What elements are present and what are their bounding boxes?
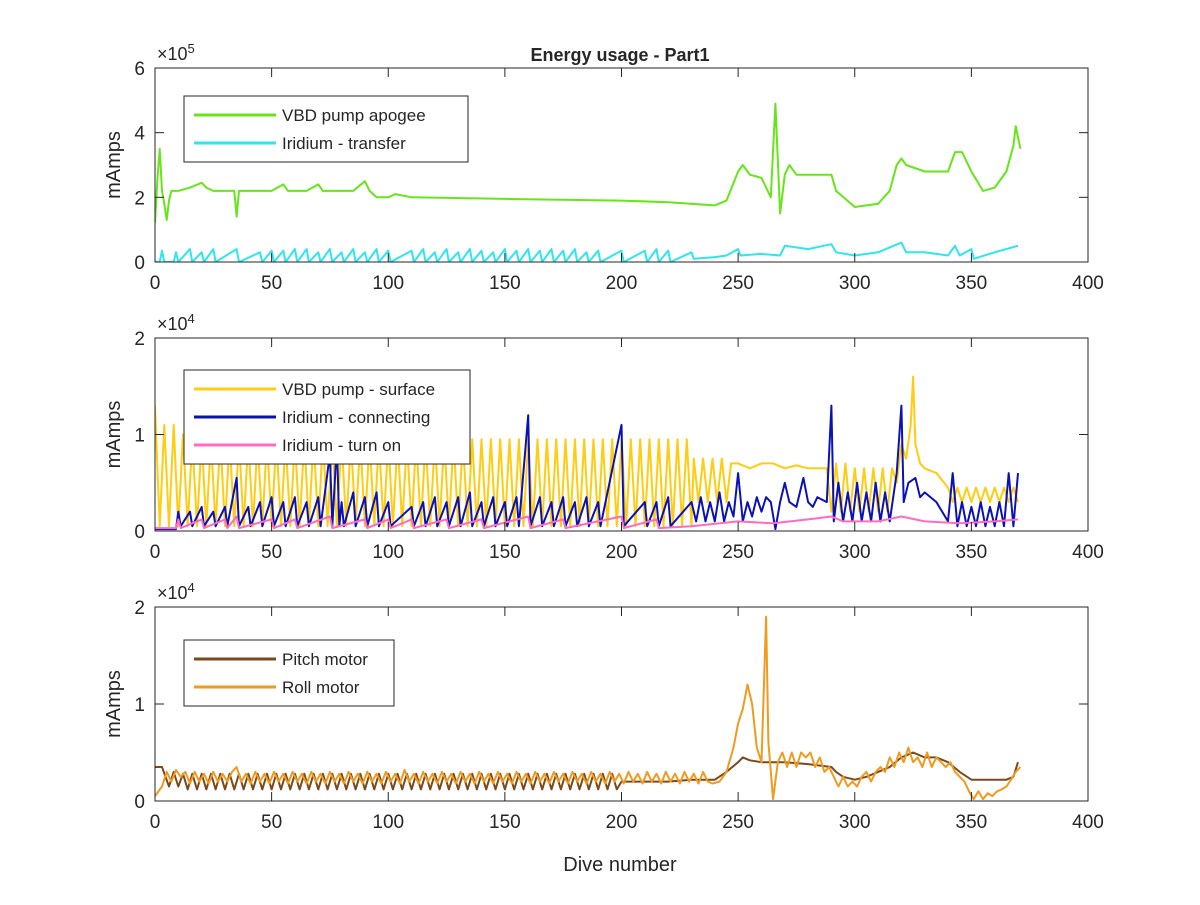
x-tick-label: 50	[261, 812, 282, 833]
legend: Pitch motor Roll motor	[183, 639, 395, 707]
panel-bottom: 0 50 100 150 200 250 300 350 400 0 1 2 ×104 mAmps Pitc…	[103, 580, 1104, 833]
legend: VBD pump - surface Iridium - connecting Ir…	[183, 369, 471, 465]
x-axis-label: Dive number	[563, 854, 677, 876]
exponent-power: 4	[188, 580, 195, 595]
exponent-power: 4	[188, 311, 195, 326]
panel-middle: 0 50 100 150 200 250 300 350 400 0 1 2 ×104 mAmps VBD …	[103, 311, 1104, 563]
x-tick-label: 350	[956, 542, 988, 563]
y-axis-label: mAmps	[103, 131, 125, 199]
x-tick-label: 400	[1072, 542, 1104, 563]
x-tick-label: 250	[722, 542, 754, 563]
x-tick-label: 150	[489, 542, 521, 563]
y-axis-label: mAmps	[103, 670, 125, 738]
x-tick-label: 150	[489, 273, 521, 294]
y-tick-label: 2	[134, 598, 145, 619]
series-group	[155, 615, 1022, 801]
legend-label: Iridium - transfer	[282, 134, 406, 153]
x-tick-label: 200	[606, 542, 638, 563]
legend: VBD pump apogee Iridium - transfer	[183, 95, 469, 163]
y-tick-label: 0	[134, 253, 145, 274]
x-tick-label: 400	[1072, 812, 1104, 833]
legend-label: VBD pump apogee	[282, 106, 426, 125]
y-tick-label: 1	[134, 426, 145, 447]
legend-box	[183, 95, 469, 163]
x-tick-label: 100	[372, 542, 404, 563]
x-tick-label: 50	[261, 542, 282, 563]
exponent-label: ×105	[157, 41, 195, 64]
legend-label: VBD pump - surface	[282, 380, 435, 399]
figure-title: Energy usage - Part1	[530, 45, 709, 65]
x-tick-label: 100	[372, 273, 404, 294]
exponent-power: 5	[188, 41, 195, 56]
series-line-2	[155, 241, 1019, 262]
y-axis-label: mAmps	[103, 401, 125, 469]
x-tick-label: 50	[261, 273, 282, 294]
y-tick-label: 0	[134, 792, 145, 813]
legend-label: Iridium - connecting	[282, 408, 430, 427]
x-tick-label: 350	[956, 812, 988, 833]
x-tick-label: 200	[606, 812, 638, 833]
y-tick-label: 4	[134, 124, 145, 145]
x-tick-label: 250	[722, 812, 754, 833]
y-tick-label: 1	[134, 695, 145, 716]
series-group	[155, 102, 1022, 262]
panel-top: 0 50 100 150 200 250 300 350 400 0 2 4 6 ×105 mAmps VBD…	[103, 41, 1104, 294]
x-tick-label: 0	[150, 273, 161, 294]
y-tick-label: 6	[134, 59, 145, 80]
legend-label: Iridium - turn on	[282, 436, 401, 455]
x-tick-label: 350	[956, 273, 988, 294]
x-tick-label: 300	[839, 812, 871, 833]
x-tick-label: 250	[722, 273, 754, 294]
y-tick-label: 2	[134, 329, 145, 350]
series-line-3	[155, 515, 1019, 530]
x-tick-label: 100	[372, 812, 404, 833]
series-line-1	[155, 102, 1022, 224]
exponent-label: ×104	[157, 311, 195, 334]
x-tick-label: 0	[150, 542, 161, 563]
series-line-2	[155, 404, 1019, 531]
x-tick-label: 300	[839, 273, 871, 294]
legend-label: Roll motor	[282, 678, 360, 697]
x-tick-label: 200	[606, 273, 638, 294]
series-group	[155, 375, 1019, 531]
legend-label: Pitch motor	[282, 650, 368, 669]
legend-box	[183, 639, 395, 707]
y-tick-label: 2	[134, 188, 145, 209]
x-tick-label: 300	[839, 542, 871, 563]
x-tick-label: 0	[150, 812, 161, 833]
x-tick-label: 400	[1072, 273, 1104, 294]
exponent-label: ×104	[157, 580, 195, 603]
y-tick-label: 0	[134, 522, 145, 543]
series-line-2	[155, 615, 1022, 801]
x-tick-label: 150	[489, 812, 521, 833]
